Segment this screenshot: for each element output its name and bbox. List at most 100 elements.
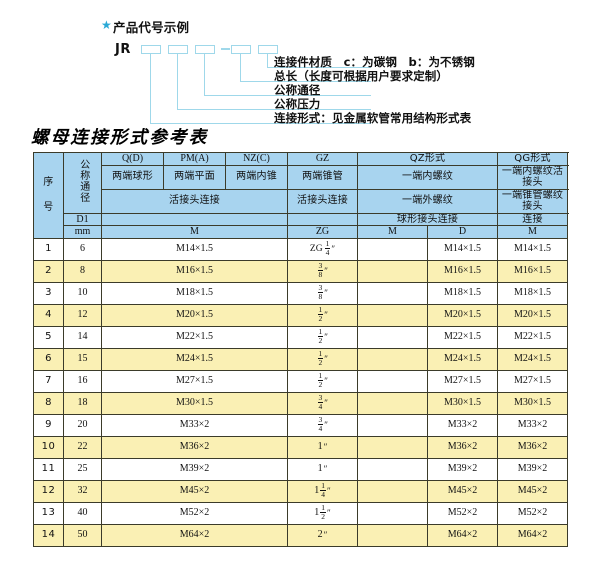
cell-qz-m [357, 457, 428, 481]
header-desc-qd: 两端球形 [101, 164, 164, 190]
cell-qz-d: M22×1.5 [427, 325, 498, 349]
cell-gz-thread: 3 8 ″ [287, 281, 358, 305]
cell-seq: 14 [33, 523, 64, 547]
spec-table-wrapper: 序 号 公称通径 Q(D) PM(A) NZ(C) GZ QZ形式 QG形式 [33, 152, 568, 547]
cell-qz-m [357, 303, 428, 327]
cell-qg-m: M24×1.5 [497, 347, 568, 371]
header-conn-qg: 一端锥管螺纹接头 [497, 188, 568, 214]
table-body: 16M14×1.5ZG14″M14×1.5M14×1.514″28M16×1.5… [33, 237, 568, 547]
header-bore-label: 公称通径 [63, 152, 102, 214]
cell-qz-d: M52×2 [427, 501, 498, 525]
header-blank-gz [287, 212, 358, 226]
cell-qz-d: M27×1.5 [427, 369, 498, 393]
cell-gz-thread: 3 8 ″ [287, 259, 358, 283]
cell-qg-m: M33×2 [497, 413, 568, 437]
cell-qz-m [357, 523, 428, 547]
header-sub-qg-m: M [497, 225, 568, 239]
cell-m-thread: M24×1.5 [101, 347, 288, 371]
code-box-4 [231, 45, 251, 54]
cell-qg-m: M16×1.5 [497, 259, 568, 283]
cell-gz-thread: ZG 1 4 ″ [287, 237, 358, 261]
cell-bore: 40 [63, 501, 102, 525]
table-header: 序 号 公称通径 Q(D) PM(A) NZ(C) GZ QZ形式 QG形式 [33, 152, 568, 239]
leader-line-5-horizontal [150, 123, 371, 125]
cell-bore: 12 [63, 303, 102, 327]
leader-line-4-horizontal [177, 109, 371, 111]
cell-seq: 9 [33, 413, 64, 437]
header-conn-qz-2: 球形接头连接 [357, 212, 498, 226]
cell-seq: 8 [33, 391, 64, 415]
cell-qz-m [357, 479, 428, 503]
leader-line-3-horizontal [204, 95, 371, 97]
cell-bore: 32 [63, 479, 102, 503]
cell-bore: 20 [63, 413, 102, 437]
cell-bore: 25 [63, 457, 102, 481]
code-box-5 [258, 45, 278, 54]
cell-qg-m: M18×1.5 [497, 281, 568, 305]
cell-qg-m: M64×2 [497, 523, 568, 547]
cell-qg-m: M27×1.5 [497, 369, 568, 393]
cell-qz-d: M30×1.5 [427, 391, 498, 415]
cell-seq: 10 [33, 435, 64, 459]
cell-m-thread: M30×1.5 [101, 391, 288, 415]
cell-qz-d: M36×2 [427, 435, 498, 459]
header-seq-line1: 序 [43, 176, 54, 188]
header-conn-qz: 一端外螺纹 [357, 188, 498, 214]
header-conn-gz: 活接头连接 [287, 188, 358, 214]
cell-bore: 15 [63, 347, 102, 371]
cell-seq: 2 [33, 259, 64, 283]
cell-m-thread: M20×1.5 [101, 303, 288, 327]
cell-m-thread: M27×1.5 [101, 369, 288, 393]
header-row-connection: 活接头连接 活接头连接 一端外螺纹 一端锥管螺纹接头 [34, 188, 568, 214]
code-box-1 [141, 45, 161, 54]
code-box-3 [195, 45, 215, 54]
cell-m-thread: M64×2 [101, 523, 288, 547]
cell-qz-m [357, 435, 428, 459]
header-conn-qpmnz: 活接头连接 [101, 188, 288, 214]
header-bore-unit: mm [63, 225, 102, 239]
cell-seq: 7 [33, 369, 64, 393]
cell-gz-thread: 1 2 ″ [287, 325, 358, 349]
leader-line-4-vertical [177, 54, 179, 110]
cell-qg-m: M52×2 [497, 501, 568, 525]
header-desc-qg: 一端内螺纹活接头 [497, 164, 568, 190]
header-type-qg: QG形式 [497, 152, 568, 166]
legend-annotation-2: 总长（长度可根据用户要求定制） [274, 69, 448, 83]
header-sub-zg: ZG [287, 225, 358, 239]
cell-qg-m: M14×1.5 [497, 237, 568, 261]
cell-qz-m [357, 237, 428, 261]
nut-connection-spec-table: 序 号 公称通径 Q(D) PM(A) NZ(C) GZ QZ形式 QG形式 [33, 152, 568, 547]
cell-qz-d: M39×2 [427, 457, 498, 481]
cell-bore: 50 [63, 523, 102, 547]
product-code-legend: ★ 产品代号示例 JR 连接件材质 c：为碳钢 b：为不锈钢 总长（长度可根据用… [0, 0, 600, 125]
cell-bore: 16 [63, 369, 102, 393]
cell-qg-m: M20×1.5 [497, 303, 568, 327]
cell-qz-m [357, 325, 428, 349]
header-type-nzc: NZ(C) [225, 152, 288, 166]
cell-qz-m [357, 391, 428, 415]
cell-qz-d: M45×2 [427, 479, 498, 503]
code-box-2 [168, 45, 188, 54]
legend-annotation-3: 公称通径 [274, 83, 321, 97]
cell-bore: 14 [63, 325, 102, 349]
cell-qg-m: M45×2 [497, 479, 568, 503]
cell-m-thread: M52×2 [101, 501, 288, 525]
header-seq-line2: 号 [43, 202, 54, 214]
legend-annotation-1: 连接件材质 c：为碳钢 b：为不锈钢 [274, 55, 475, 69]
cell-qg-m: M22×1.5 [497, 325, 568, 349]
cell-bore: 10 [63, 281, 102, 305]
cell-m-thread: M18×1.5 [101, 281, 288, 305]
header-desc-nzc: 两端内锥 [225, 164, 288, 190]
cell-gz-thread: 1 1 2 ″ [287, 501, 358, 525]
cell-seq: 4 [33, 303, 64, 327]
